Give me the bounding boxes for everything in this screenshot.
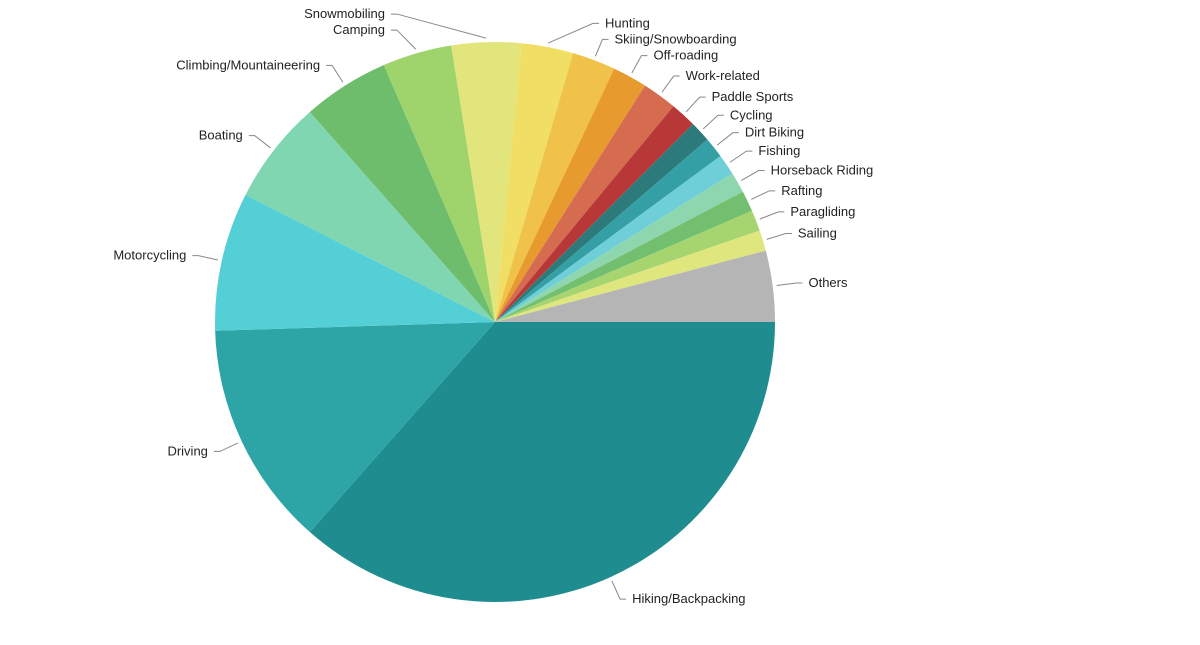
slice-label: Driving	[167, 443, 207, 458]
slice-label: Boating	[199, 128, 243, 143]
leader-line	[662, 76, 680, 92]
slice-label: Others	[808, 275, 848, 290]
leader-line	[548, 23, 599, 43]
leader-line	[777, 283, 803, 286]
slice-label: Camping	[333, 22, 385, 37]
leader-line	[214, 443, 238, 452]
leader-line	[686, 97, 705, 112]
slice-label: Work-related	[686, 68, 760, 83]
slice-label: Skiing/Snowboarding	[614, 31, 736, 46]
leader-line	[767, 234, 792, 240]
leader-line	[249, 136, 271, 148]
leader-line	[595, 39, 608, 56]
slice-label: Rafting	[781, 183, 822, 198]
leader-line	[751, 191, 775, 200]
leader-line	[632, 56, 648, 74]
slice-label: Dirt Biking	[745, 125, 804, 140]
slice-label: Snowmobiling	[304, 6, 385, 21]
slice-label: Hiking/Backpacking	[632, 591, 745, 606]
leader-line	[612, 581, 626, 599]
slice-label: Paragliding	[790, 204, 855, 219]
leader-line	[192, 256, 218, 260]
leader-line	[760, 212, 785, 219]
leader-line	[730, 151, 753, 162]
slice-label: Sailing	[798, 226, 837, 241]
leader-line	[717, 133, 739, 145]
slice-label: Paddle Sports	[712, 89, 794, 104]
leader-line	[741, 171, 764, 181]
pie-slices	[215, 42, 775, 602]
slice-label: Motorcycling	[113, 248, 186, 263]
slice-label: Climbing/Mountaineering	[176, 57, 320, 72]
slice-label: Hunting	[605, 15, 650, 30]
leader-line	[703, 115, 724, 129]
leader-line	[326, 65, 343, 82]
pie-chart: Hiking/Backpacking Driving Motorcycling Boa…	[0, 0, 1200, 645]
leader-line	[391, 30, 416, 49]
leader-line	[391, 14, 486, 38]
slice-label: Off-roading	[653, 48, 718, 63]
slice-label: Cycling	[730, 107, 773, 122]
slice-label: Fishing	[758, 143, 800, 158]
slice-label: Horseback Riding	[771, 163, 874, 178]
